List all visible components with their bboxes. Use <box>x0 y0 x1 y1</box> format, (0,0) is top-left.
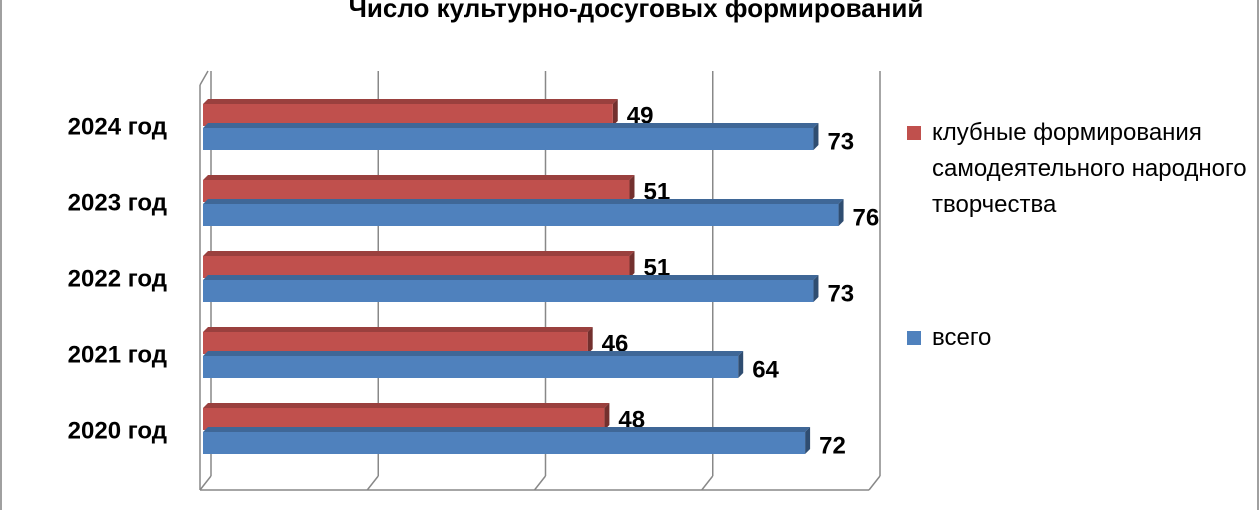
bar <box>203 408 605 430</box>
bar <box>203 356 739 378</box>
bar-top <box>203 327 593 332</box>
bar <box>203 128 814 150</box>
bar <box>203 256 630 278</box>
bar-end <box>612 99 618 126</box>
bar-end <box>805 427 811 454</box>
axis-wall <box>199 70 209 86</box>
bar-top <box>203 403 610 408</box>
value-label: 73 <box>827 128 854 155</box>
value-label: 76 <box>853 204 880 231</box>
legend-label: клубные формирования самодеятельного нар… <box>932 119 1247 218</box>
y-tick-label: 2022 год <box>68 265 167 292</box>
bar-end <box>629 175 635 202</box>
bar-top <box>203 123 819 128</box>
bar-end <box>629 251 635 278</box>
bar <box>203 104 613 126</box>
bar <box>203 280 814 302</box>
legend-label: всего <box>932 324 992 351</box>
legend-marker <box>907 126 921 140</box>
bar-end <box>813 275 819 302</box>
tick-mark <box>533 475 547 491</box>
tick-mark <box>701 475 714 491</box>
bar-end <box>838 199 844 226</box>
bar <box>203 432 806 454</box>
bar <box>203 332 588 354</box>
bar-top <box>203 351 744 356</box>
bar <box>203 180 630 202</box>
y-tick-label: 2020 год <box>68 417 167 444</box>
chart-title: Число культурно-досуговых формирований <box>349 0 924 23</box>
bar-top <box>203 99 618 104</box>
bar-end <box>604 403 610 430</box>
y-tick-label: 2024 год <box>68 113 167 140</box>
bar <box>203 204 839 226</box>
bar-top <box>203 251 635 256</box>
value-label: 73 <box>827 280 854 307</box>
y-tick-label: 2023 год <box>68 189 167 216</box>
bar-top <box>203 199 844 204</box>
tick-mark <box>366 475 379 491</box>
value-label: 64 <box>752 356 779 383</box>
bar-top <box>203 175 635 180</box>
y-tick-label: 2021 год <box>68 341 167 368</box>
tick-mark <box>199 475 212 491</box>
legend-marker <box>907 331 921 345</box>
bar-end <box>738 351 744 378</box>
tick-mark <box>868 475 881 491</box>
bar-end <box>587 327 593 354</box>
value-label: 72 <box>819 432 846 459</box>
bar-end <box>813 123 819 150</box>
bar-top <box>203 427 811 432</box>
bar-top <box>203 275 819 280</box>
